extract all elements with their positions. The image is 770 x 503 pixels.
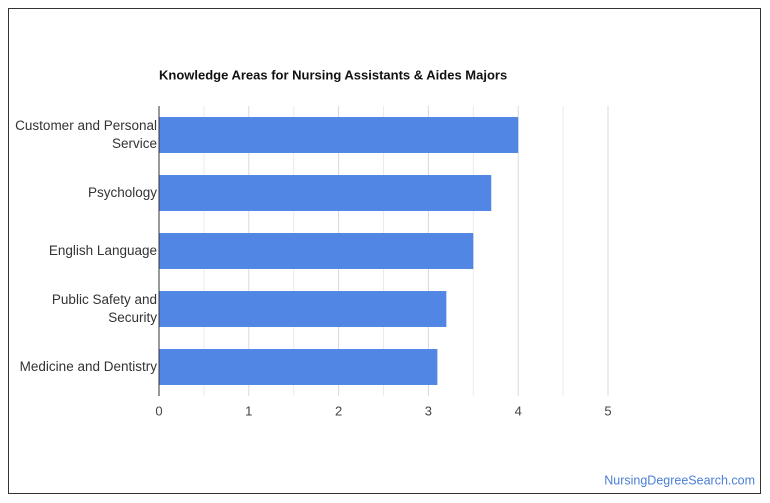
y-tick-label: Psychology — [87, 185, 157, 200]
x-tick-label: 3 — [425, 403, 432, 418]
x-tick-label: 5 — [604, 403, 611, 418]
y-tick-label: Public Safety and Security — [51, 292, 157, 325]
bar — [159, 233, 474, 269]
y-tick-label: English Language — [48, 243, 157, 258]
frame — [8, 8, 761, 494]
chart-title: Knowledge Areas for Nursing Assistants &… — [159, 67, 507, 82]
bar — [159, 291, 447, 327]
bar — [159, 117, 519, 153]
x-tick-label: 2 — [335, 403, 342, 418]
x-tick-label: 1 — [245, 403, 252, 418]
source: NursingDegreeSearch.com — [604, 473, 755, 487]
bar — [159, 175, 492, 211]
y-tick-label: Medicine and Dentistry — [19, 359, 157, 374]
x-tick-label: 0 — [155, 403, 162, 418]
bar — [159, 349, 438, 385]
y-tick-label: Customer and Personal Service — [15, 118, 157, 151]
x-tick-label: 4 — [515, 403, 522, 418]
